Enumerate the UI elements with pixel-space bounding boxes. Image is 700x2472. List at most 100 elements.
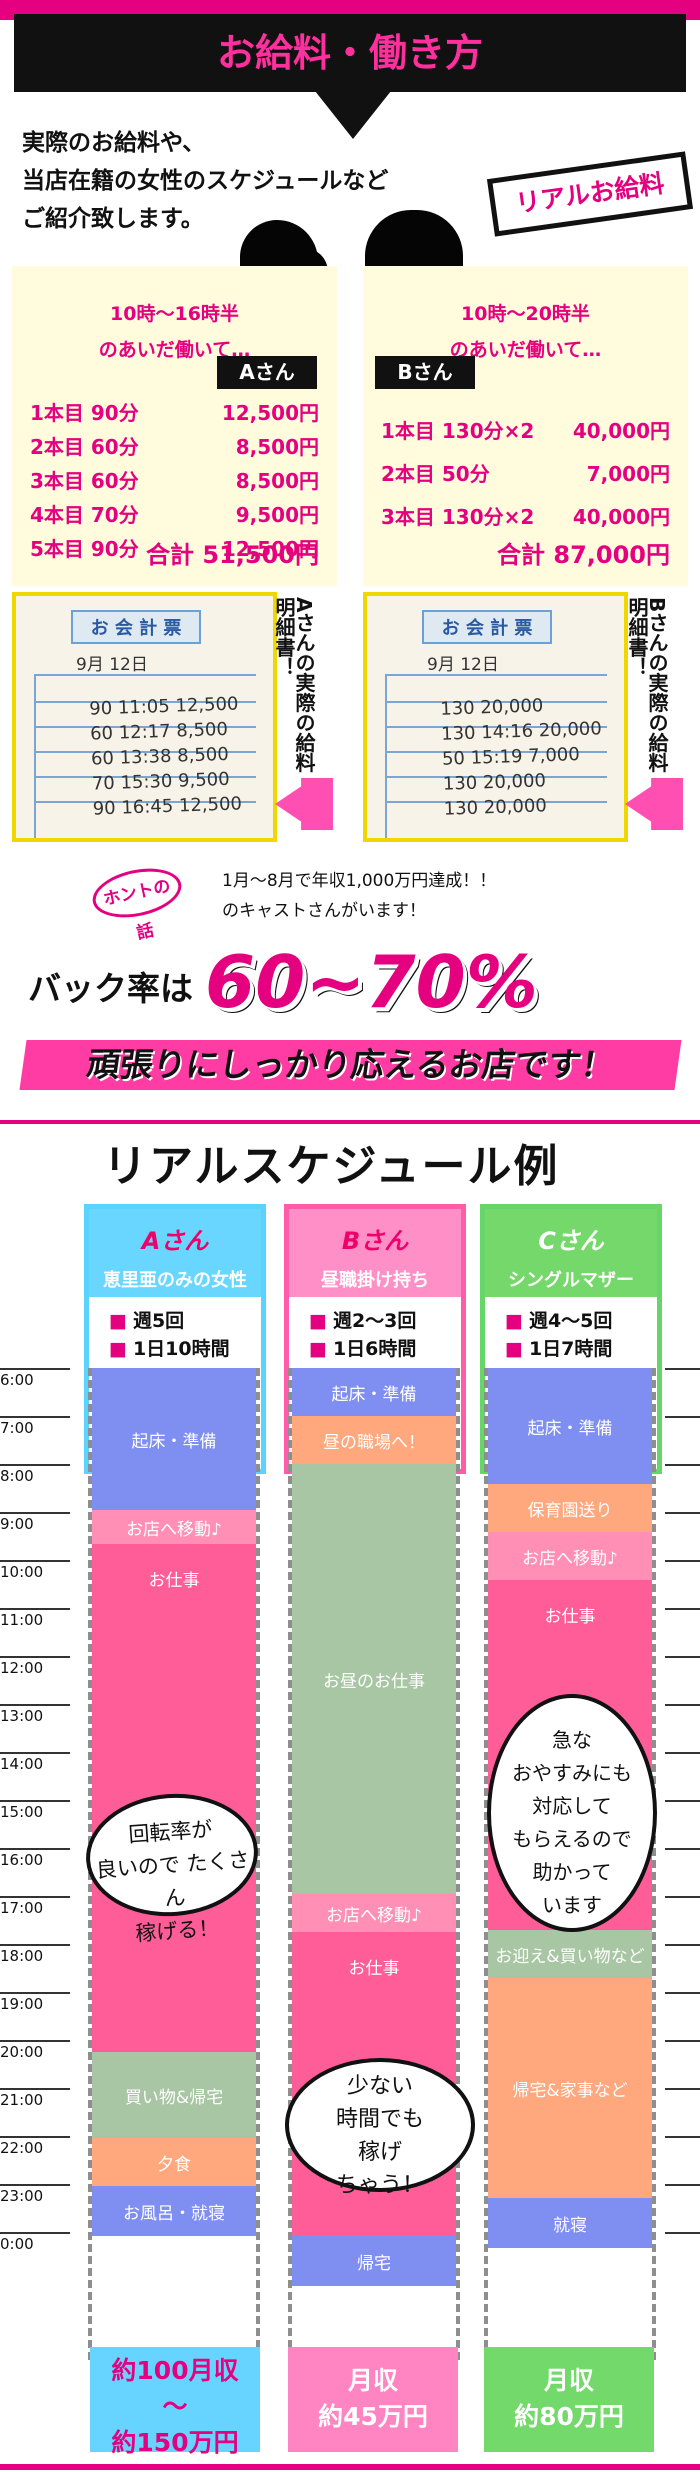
- right-time-tick: [665, 2040, 700, 2088]
- speech-bubble-c: 急な おやすみにも 対応して もらえるので 助かって います: [487, 1694, 657, 1932]
- right-time-tick: [665, 1656, 700, 1704]
- event-dinner: 夕食: [92, 2138, 256, 2186]
- true-story-section: ホントの話 1月～8月で年収1,000万円達成！！ のキャストさんがいます！: [0, 852, 700, 952]
- right-time-tick: [665, 1608, 700, 1656]
- back-rate-label: バック率は: [28, 969, 193, 1008]
- receipt-grid: [385, 674, 607, 838]
- right-time-tick: [665, 1800, 700, 1848]
- salary-row: 4本目 70分 9,500円: [30, 502, 319, 527]
- time-tick: 11:00: [0, 1608, 70, 1656]
- person-label-a: Aさん: [217, 356, 317, 389]
- event-move: お店へ移動♪: [292, 1894, 456, 1932]
- work-hours-a: 10時～16時半 のあいだ働いて…: [98, 303, 251, 361]
- receipt-date: 9月 12日: [427, 655, 499, 675]
- schedule-track-a: 起床・準備 お店へ移動♪ お仕事 買い物&帰宅 夕食 お風呂・就寝: [88, 1368, 260, 2360]
- right-time-tick: [665, 1704, 700, 1752]
- time-tick: 10:00: [0, 1560, 70, 1608]
- time-tick: 0:00: [0, 2232, 70, 2280]
- right-time-tick: [665, 2232, 700, 2280]
- footer-line: [0, 2464, 700, 2470]
- receipt-lines: 130 20,000 130 14:16 20,000 50 15:19 7,000…: [439, 695, 603, 820]
- section-divider: [0, 1120, 700, 1124]
- time-tick: 19:00: [0, 1992, 70, 2040]
- left-arrow-icon: [625, 778, 683, 830]
- time-tick: 17:00: [0, 1896, 70, 1944]
- time-tick: 14:00: [0, 1752, 70, 1800]
- time-tick: 8:00: [0, 1464, 70, 1512]
- time-tick: 6:00: [0, 1368, 70, 1416]
- time-tick: 22:00: [0, 2136, 70, 2184]
- salary-total-a: 合計 51,500円: [146, 541, 319, 569]
- event-nursery: 保育園送り: [488, 1484, 652, 1532]
- salary-row: 2本目 50分 7,000円: [381, 462, 670, 486]
- event-sleep: 就寝: [488, 2198, 652, 2248]
- event-housework: 帰宅&家事など: [488, 1978, 652, 2198]
- work-frequency-c: 週4～5回1日7時間: [485, 1297, 657, 1382]
- salary-row: 3本目 130分×2 40,000円: [381, 505, 670, 529]
- salary-rows-a: 1本目 90分 12,500円 2本目 60分 8,500円 3本目 60分 8,50…: [30, 394, 319, 564]
- real-salary-badge: リアルお給料: [486, 151, 694, 237]
- schedule-title: リアルスケジュール例: [103, 1141, 560, 1192]
- event-sleep: お風呂・就寝: [92, 2186, 256, 2236]
- work-frequency-b: 週2～3回1日6時間: [289, 1297, 461, 1382]
- receipt-image-b: お 会 計 票 9月 12日 130 20,000 130 14:16 20,00…: [363, 592, 628, 842]
- event-return: 帰宅: [292, 2236, 456, 2286]
- right-time-tick: [665, 1992, 700, 2040]
- column-header-c: Cさん シングルマザー: [485, 1209, 657, 1297]
- income-b: 月収 約45万円: [288, 2347, 458, 2452]
- column-header-a: Aさん 恵里亜のみの女性: [89, 1209, 261, 1297]
- rate-slogan: 頑張りにしっかり応えるお店です！: [19, 1040, 682, 1090]
- time-tick: 20:00: [0, 2040, 70, 2088]
- schedule-track-b: 起床・準備 昼の職場へ！ お昼のお仕事 お店へ移動♪ お仕事 帰宅: [288, 1368, 460, 2360]
- salary-total-b: 合計 87,000円: [497, 541, 670, 569]
- time-tick: 23:00: [0, 2184, 70, 2232]
- event-shopping: 買い物&帰宅: [92, 2052, 256, 2138]
- time-tick: 12:00: [0, 1656, 70, 1704]
- page-title: お給料・働き方: [14, 14, 686, 92]
- salary-row: 5本目 90分 12,500円: [30, 536, 319, 561]
- event-wake: 起床・準備: [488, 1368, 652, 1484]
- speech-bubble-b: 少ない 時間でも 稼げ ちゃう！: [285, 2058, 475, 2198]
- income-a: 約100月収 ～ 約150万円: [90, 2347, 260, 2457]
- salary-rows-b: 1本目 130分×2 40,000円 2本目 50分 7,000円 3本目 130分…: [381, 408, 670, 537]
- salary-card-a: 10時～16時半 のあいだ働いて… Aさん 1本目 90分 12,500円 2本目…: [12, 266, 337, 586]
- receipt-date: 9月 12日: [76, 655, 148, 675]
- receipt-image-a: お 会 計 票 9月 12日 90 11:05 12,500 60 12:17 8…: [12, 592, 277, 842]
- receipt-title: お 会 計 票: [422, 610, 552, 644]
- time-tick: 13:00: [0, 1704, 70, 1752]
- right-time-tick: [665, 1560, 700, 1608]
- work-frequency-a: 週5回1日10時間: [89, 1297, 261, 1382]
- time-tick: 21:00: [0, 2088, 70, 2136]
- intro-text: 実際のお給料や、 当店在籍の女性のスケジュールなど ご紹介致します。: [22, 130, 389, 232]
- right-time-tick: [665, 1896, 700, 1944]
- event-day-work: お昼のお仕事: [292, 1464, 456, 1894]
- true-story-badge: ホントの話: [88, 861, 186, 944]
- title-pointer: [315, 91, 391, 139]
- right-time-tick: [665, 1512, 700, 1560]
- time-tick: 16:00: [0, 1848, 70, 1896]
- column-header-b: Bさん 昼職掛け持ち: [289, 1209, 461, 1297]
- right-time-tick: [665, 1944, 700, 1992]
- right-time-tick: [665, 2088, 700, 2136]
- income-c: 月収 約80万円: [484, 2347, 654, 2452]
- receipt-grid: [34, 674, 256, 838]
- event-pickup: お迎え&買い物など: [488, 1930, 652, 1978]
- event-wake: 起床・準備: [92, 1368, 256, 1510]
- event-move: お店へ移動♪: [488, 1532, 652, 1580]
- salary-row: 3本目 60分 8,500円: [30, 468, 319, 493]
- left-arrow-icon: [275, 778, 333, 830]
- receipt-caption-a: Aさんの実際の給料明細書！: [272, 597, 316, 773]
- right-time-tick: [665, 2184, 700, 2232]
- salary-row: 2本目 60分 8,500円: [30, 434, 319, 459]
- right-time-tick: [665, 1416, 700, 1464]
- right-time-tick: [665, 1464, 700, 1512]
- time-tick: 18:00: [0, 1944, 70, 1992]
- right-time-tick: [665, 1848, 700, 1896]
- right-time-tick: [665, 1368, 700, 1416]
- time-tick: 7:00: [0, 1416, 70, 1464]
- salary-row: 1本目 90分 12,500円: [30, 400, 319, 425]
- right-time-tick: [665, 2136, 700, 2184]
- salary-card-b: 10時～20時半 のあいだ働いて… Bさん 1本目 130分×2 40,000円 …: [363, 266, 688, 586]
